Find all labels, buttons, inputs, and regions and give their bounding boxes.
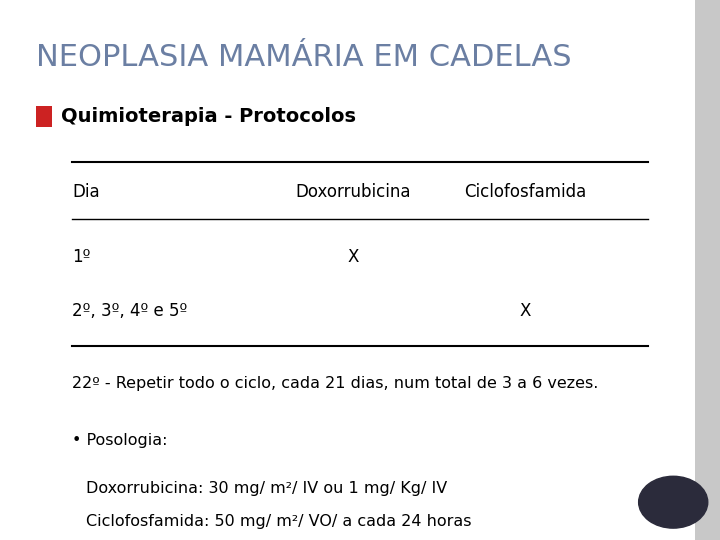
Text: Dia: Dia — [72, 183, 99, 201]
FancyBboxPatch shape — [695, 0, 720, 540]
Text: 2º, 3º, 4º e 5º: 2º, 3º, 4º e 5º — [72, 301, 187, 320]
Text: Doxorrubicina: 30 mg/ m²/ IV ou 1 mg/ Kg/ IV: Doxorrubicina: 30 mg/ m²/ IV ou 1 mg/ Kg… — [86, 481, 448, 496]
Text: 22º - Repetir todo o ciclo, cada 21 dias, num total de 3 a 6 vezes.: 22º - Repetir todo o ciclo, cada 21 dias… — [72, 376, 598, 391]
Text: Ciclofosfamida: Ciclofosfamida — [464, 183, 587, 201]
Text: X: X — [520, 301, 531, 320]
Circle shape — [639, 476, 708, 528]
Text: Ciclofosfamida: 50 mg/ m²/ VO/ a cada 24 horas: Ciclofosfamida: 50 mg/ m²/ VO/ a cada 24… — [86, 514, 472, 529]
Text: X: X — [347, 247, 359, 266]
Text: Doxorrubicina: Doxorrubicina — [295, 183, 410, 201]
Text: 1º: 1º — [72, 247, 91, 266]
Text: Quimioterapia - Protocolos: Quimioterapia - Protocolos — [61, 107, 356, 126]
Text: NEOPLASIA MAMÁRIA EM CADELAS: NEOPLASIA MAMÁRIA EM CADELAS — [36, 43, 572, 72]
FancyBboxPatch shape — [36, 106, 52, 127]
Text: • Posologia:: • Posologia: — [72, 433, 168, 448]
